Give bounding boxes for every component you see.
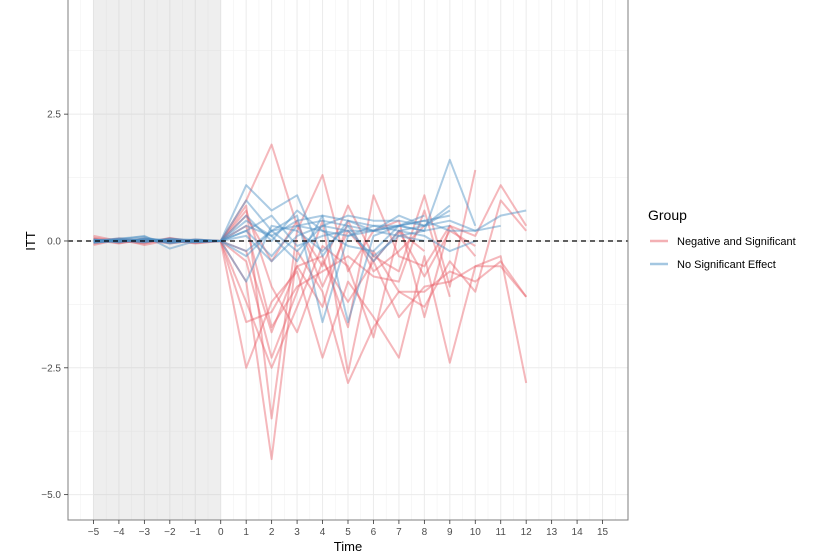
pre-treatment-shaded-region xyxy=(93,0,221,520)
legend-label: No Significant Effect xyxy=(677,259,776,271)
series-line-no-significant-effect xyxy=(93,214,425,324)
x-tick-label: 8 xyxy=(422,527,428,538)
y-axis-ticks: 2.5 0.0 −2.5 −5.0 xyxy=(41,110,68,501)
y-tick-label: 2.5 xyxy=(47,110,61,121)
series-line-no-significant-effect xyxy=(93,199,451,324)
x-tick-label: 14 xyxy=(572,527,584,538)
series-line-no-significant-effect xyxy=(93,204,451,244)
x-tick-label: 13 xyxy=(546,527,558,538)
x-tick-label: 3 xyxy=(294,527,300,538)
x-tick-label: 5 xyxy=(345,527,351,538)
x-tick-label: 2 xyxy=(269,527,275,538)
y-tick-label: −2.5 xyxy=(41,363,61,374)
series-line-negative-significant xyxy=(93,184,528,329)
series-line-no-significant-effect xyxy=(93,214,425,247)
series-lines xyxy=(93,143,528,461)
x-tick-label: −2 xyxy=(164,527,176,538)
series-line-no-significant-effect xyxy=(93,214,450,263)
grid xyxy=(68,0,628,520)
series-line-negative-significant xyxy=(93,209,527,334)
y-tick-label: 0.0 xyxy=(47,236,61,247)
series-line-no-significant-effect xyxy=(93,224,476,283)
y-tick-label: −5.0 xyxy=(41,490,61,501)
legend-title: Group xyxy=(648,207,687,223)
series-line-no-significant-effect xyxy=(93,224,425,263)
legend-item-negative-significant: Negative and Significant xyxy=(650,236,796,248)
series-line-negative-significant xyxy=(93,199,527,374)
x-tick-label: 15 xyxy=(597,527,609,538)
series-line-negative-significant xyxy=(93,229,426,369)
x-tick-label: 9 xyxy=(447,527,453,538)
series-line-negative-significant xyxy=(93,143,477,288)
x-tick-label: 7 xyxy=(396,527,402,538)
x-tick-label: −3 xyxy=(139,527,151,538)
x-tick-label: −4 xyxy=(113,527,125,538)
x-tick-label: 1 xyxy=(243,527,249,538)
x-tick-label: −1 xyxy=(190,527,202,538)
series-line-negative-significant xyxy=(93,237,528,461)
legend: Group Negative and Significant No Signif… xyxy=(648,207,796,271)
x-tick-label: 6 xyxy=(371,527,377,538)
x-tick-label: 11 xyxy=(496,527,507,538)
legend-item-no-significant-effect: No Significant Effect xyxy=(650,259,776,271)
series-line-no-significant-effect xyxy=(93,219,501,258)
x-tick-label: 10 xyxy=(470,527,482,538)
x-tick-label: −5 xyxy=(88,527,100,538)
x-axis-ticks: −5 −4 −3 −2 −1 0 1 2 3 4 5 6 7 8 9 10 11 12 13 14 15 xyxy=(88,520,609,538)
x-tick-label: 0 xyxy=(218,527,224,538)
series-line-negative-significant xyxy=(93,174,477,420)
legend-label: Negative and Significant xyxy=(677,236,796,248)
series-line-negative-significant xyxy=(93,219,426,334)
series-line-no-significant-effect xyxy=(93,158,477,258)
series-line-no-significant-effect xyxy=(93,224,450,253)
x-tick-label: 12 xyxy=(521,527,533,538)
y-axis-title: ITT xyxy=(23,231,38,251)
x-axis-title: Time xyxy=(334,539,362,554)
series-line-no-significant-effect xyxy=(93,209,527,258)
series-line-negative-significant xyxy=(93,239,528,384)
x-tick-label: 4 xyxy=(320,527,326,538)
